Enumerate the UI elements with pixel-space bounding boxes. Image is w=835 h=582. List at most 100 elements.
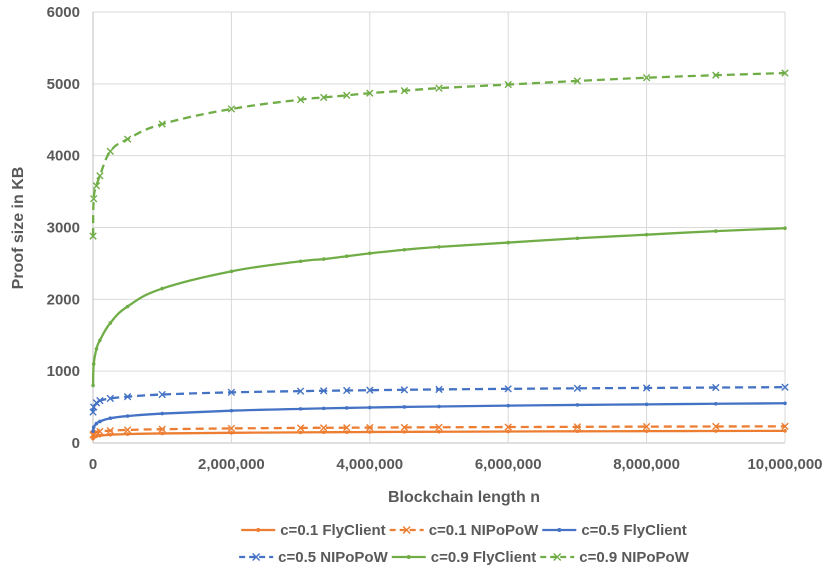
series-marker-x [712, 383, 720, 392]
series-marker-dot [321, 406, 326, 411]
series-marker-dot [575, 403, 580, 407]
series-marker-dot [644, 429, 649, 433]
series-marker-dot [575, 236, 580, 241]
series-marker-x [123, 392, 132, 401]
series-marker-dot [108, 432, 113, 437]
y-tick-label: 6000 [47, 4, 80, 21]
legend-label: c=0.1 FlyClient [280, 522, 385, 539]
x-tick-label: 6,000,000 [475, 456, 542, 473]
y-tick-label: 4000 [47, 148, 80, 165]
y-tick-label: 0 [72, 435, 80, 452]
series-marker-x [92, 182, 101, 190]
series-c-0-5-flyclient [91, 401, 787, 433]
legend-label: c=0.5 NIPoPoW [278, 549, 388, 566]
series-marker-dot [506, 403, 511, 408]
series-marker-dot [298, 430, 303, 435]
series-marker-x [158, 120, 166, 128]
legend-item-c-0-1-nipopow: c=0.1 NIPoPoW [389, 522, 539, 539]
series-marker-dot [229, 430, 234, 435]
series-marker-x [642, 74, 651, 82]
series-marker-dot [125, 304, 130, 309]
series-marker-x [781, 69, 789, 77]
legend-label: c=0.9 FlyClient [431, 549, 536, 566]
x-tick-label: 4,000,000 [336, 456, 403, 473]
series-marker-x [227, 105, 236, 113]
series-marker-dot [91, 362, 96, 366]
series-marker-x [227, 388, 236, 397]
series-marker-x [106, 147, 114, 156]
legend-item-c-0-9-nipopow: c=0.9 NIPoPoW [540, 549, 690, 566]
series-marker-x [319, 93, 328, 102]
series-marker-x [573, 423, 582, 431]
series-marker-x [106, 394, 114, 403]
x-tick-label: 0 [89, 456, 97, 473]
series-marker-dot [229, 408, 234, 413]
series-marker-x [504, 385, 512, 393]
y-tick-label: 1000 [47, 363, 80, 380]
y-axis-title: Proof size in KB [10, 167, 27, 290]
series-marker-x [366, 423, 374, 432]
series-marker-x [96, 172, 104, 180]
series-marker-x [158, 390, 166, 399]
series-marker-dot [160, 286, 164, 291]
series-marker-dot [298, 259, 303, 264]
legend-label: c=0.1 NIPoPoW [429, 522, 539, 539]
y-tick-label: 2000 [47, 291, 80, 308]
series-marker-x [92, 399, 101, 407]
series-marker-x [435, 385, 443, 394]
series-marker-dot [437, 429, 441, 434]
series-marker-dot [229, 269, 234, 274]
series-marker-dot [91, 429, 95, 433]
series-marker-dot [91, 383, 95, 388]
series-marker-x [366, 386, 374, 394]
series-marker-dot [506, 429, 511, 434]
series-marker-dot [368, 251, 372, 256]
y-tick-labels: 0 1000 2000 3000 4000 5000 6000 [47, 4, 80, 452]
series-marker-dot [108, 321, 113, 325]
series-marker-x [296, 424, 305, 432]
series-marker-dot [714, 401, 718, 406]
legend-item-c-0-1-flyclient: c=0.1 FlyClient [241, 522, 386, 539]
series-marker-dot [437, 404, 441, 409]
series-marker-x [400, 423, 409, 432]
series-c-0-5-nipopow [89, 383, 789, 416]
series-marker-dot [321, 257, 326, 261]
series-marker-x [106, 426, 114, 435]
series-marker-x [252, 553, 261, 561]
series-marker-dot [94, 421, 99, 426]
series-line [91, 227, 787, 387]
series-marker-x [435, 423, 443, 431]
series-c-0-1-flyclient [91, 429, 787, 441]
x-tick-label: 2,000,000 [198, 456, 265, 473]
series-marker-dot [98, 419, 102, 424]
series-marker-x [89, 232, 97, 240]
legend-label: c=0.5 FlyClient [581, 522, 686, 539]
legend-item-c-0-9-flyclient: c=0.9 FlyClient [391, 549, 536, 566]
series-marker-dot [783, 429, 787, 433]
series-marker-dot [783, 401, 787, 406]
series-marker-dot [714, 429, 718, 433]
series-marker-dot [125, 432, 130, 436]
series-marker-x [573, 384, 582, 393]
x-axis-title: Blockchain length n [388, 489, 540, 506]
series-c-0-9-nipopow [89, 69, 789, 240]
series-marker-x [96, 396, 104, 405]
series-marker-dot [91, 425, 96, 429]
series-marker-dot [714, 229, 718, 233]
series-marker-dot [298, 407, 303, 411]
series-marker-dot [402, 430, 407, 434]
series-marker-x [402, 526, 411, 534]
series-marker-dot [575, 429, 580, 434]
series-marker-dot [344, 254, 349, 259]
series-marker-x [89, 403, 98, 411]
series-marker-dot [125, 414, 130, 418]
series-marker-dot [321, 430, 326, 435]
series-marker-x [319, 387, 328, 395]
series-marker-dot [108, 416, 113, 421]
series-marker-dot [506, 240, 511, 245]
legend-item-c-0-5-flyclient: c=0.5 FlyClient [542, 522, 687, 539]
series-marker-x [781, 422, 789, 431]
series-marker-x [343, 386, 351, 395]
series-marker-dot [160, 431, 164, 436]
